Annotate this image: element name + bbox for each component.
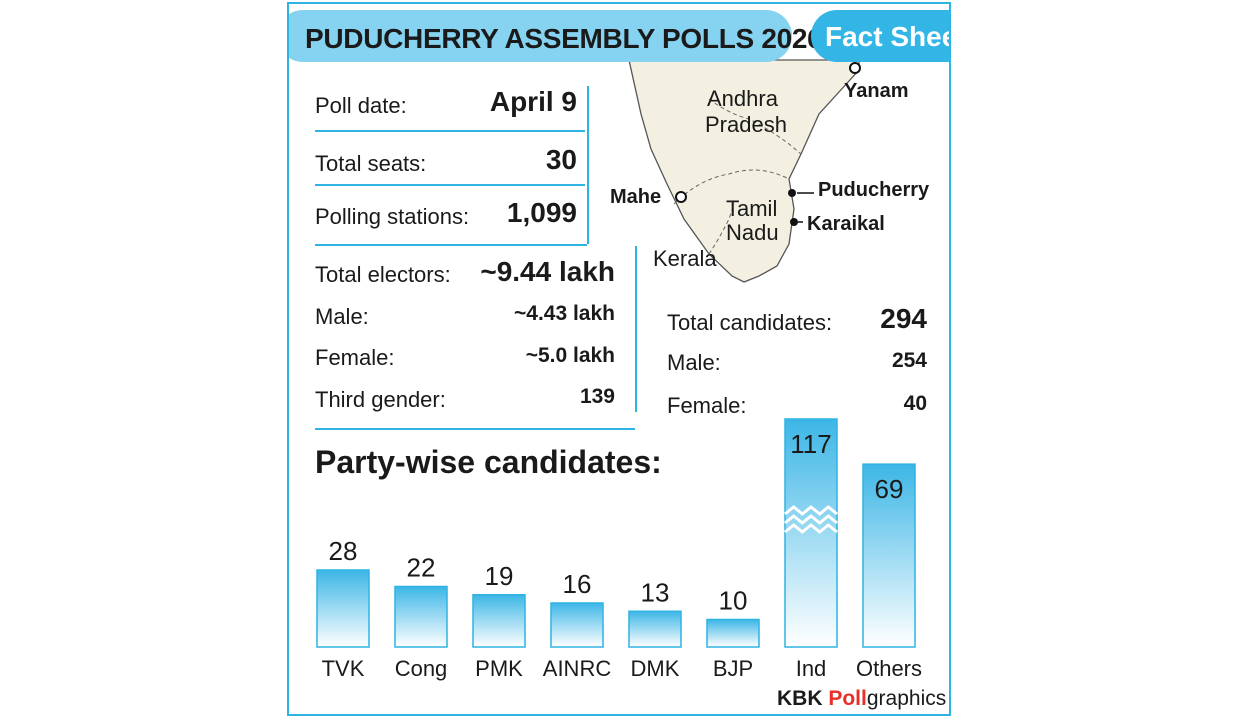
yanam-dot bbox=[849, 62, 861, 74]
credit-prefix: KBK bbox=[777, 687, 829, 710]
puducherry-dot bbox=[788, 189, 796, 197]
bar-value-pmk: 19 bbox=[485, 561, 514, 591]
divider bbox=[315, 428, 635, 430]
map-label-pradesh: Pradesh bbox=[705, 112, 787, 137]
south-india-map bbox=[628, 59, 861, 283]
poll-date-label: Poll date: bbox=[315, 93, 407, 118]
polling-stations-label: Polling stations: bbox=[315, 204, 470, 229]
bar-value-others: 69 bbox=[875, 474, 904, 504]
map-label-tamil: Tamil bbox=[726, 196, 778, 221]
bar-tvk bbox=[316, 569, 370, 648]
total-electors-value: ~9.44 lakh bbox=[480, 256, 615, 287]
bar-value-bjp: 10 bbox=[719, 586, 748, 616]
bar-dmk bbox=[628, 610, 682, 648]
title-banner: PUDUCHERRY ASSEMBLY POLLS 2026 bbox=[289, 10, 823, 62]
male-electors-value: ~4.43 lakh bbox=[514, 302, 615, 325]
divider bbox=[315, 244, 587, 246]
polling-stations-value: 1,099 bbox=[506, 197, 577, 228]
female-candidates-label: Female: bbox=[667, 393, 747, 418]
fact-sheet-frame: Andhra Pradesh Tamil Nadu Kerala Yanam M… bbox=[287, 2, 951, 716]
map-label-andhra: Andhra bbox=[707, 86, 778, 111]
fact-sheet-badge: Fact Sheet bbox=[811, 10, 949, 62]
map-label-kerala: Kerala bbox=[653, 246, 717, 271]
bar-value-cong: 22 bbox=[407, 553, 436, 583]
total-seats-value: 30 bbox=[545, 144, 577, 175]
map-label-nadu: Nadu bbox=[726, 220, 779, 245]
bar-others bbox=[862, 463, 916, 648]
party-bar-chart: 28 TVK 22 Cong 19 PMK 16 AINRC 13 DMK 10 BJP 117 Ind 6… bbox=[316, 418, 922, 681]
bar-label-ainrc: AINRC bbox=[543, 656, 612, 681]
total-candidates-label: Total candidates: bbox=[667, 310, 833, 335]
bar-label-tvk: TVK bbox=[322, 656, 365, 681]
divider bbox=[315, 184, 585, 186]
female-candidates-value: 40 bbox=[903, 392, 927, 415]
bar-label-ind: Ind bbox=[796, 656, 827, 681]
male-candidates-label: Male: bbox=[667, 350, 721, 375]
credit-line: KBK Pollgraphics bbox=[777, 687, 946, 711]
total-electors-label: Total electors: bbox=[315, 262, 451, 287]
bar-label-cong: Cong bbox=[395, 656, 448, 681]
third-gender-label: Third gender: bbox=[315, 387, 446, 412]
total-seats-label: Total seats: bbox=[315, 151, 427, 176]
credit-suffix: graphics bbox=[866, 687, 947, 710]
mahe-dot bbox=[675, 191, 687, 203]
poll-date-value: April 9 bbox=[489, 86, 577, 117]
bar-label-others: Others bbox=[856, 656, 922, 681]
state-border-tn bbox=[673, 169, 790, 205]
state-border-ap bbox=[708, 98, 802, 155]
bar-ainrc bbox=[550, 602, 604, 648]
divider bbox=[315, 130, 585, 132]
page-title: PUDUCHERRY ASSEMBLY POLLS 2026 bbox=[305, 23, 823, 54]
divider-vertical bbox=[635, 246, 637, 412]
bar-label-dmk: DMK bbox=[631, 656, 680, 681]
bar-pmk bbox=[472, 594, 526, 648]
credit-highlight: Poll bbox=[828, 687, 867, 710]
axis-break-zigzag bbox=[784, 505, 838, 534]
bar-value-ind: 117 bbox=[790, 429, 831, 459]
map-label-karaikal: Karaikal bbox=[807, 213, 885, 235]
bar-ind bbox=[784, 418, 838, 648]
female-electors-label: Female: bbox=[315, 345, 395, 370]
third-gender-value: 139 bbox=[579, 385, 615, 408]
state-border-kerala bbox=[708, 203, 735, 255]
divider-vertical bbox=[587, 86, 589, 244]
bar-label-pmk: PMK bbox=[475, 656, 523, 681]
bar-bjp bbox=[706, 618, 760, 648]
total-candidates-value: 294 bbox=[880, 303, 927, 334]
map-label-mahe: Mahe bbox=[610, 186, 662, 208]
bar-value-ainrc: 16 bbox=[563, 569, 592, 599]
bar-label-bjp: BJP bbox=[713, 656, 753, 681]
chart-title: Party-wise candidates: bbox=[315, 444, 662, 480]
bar-cong bbox=[394, 585, 448, 648]
karaikal-dot bbox=[790, 218, 798, 226]
map-label-yanam: Yanam bbox=[844, 80, 909, 102]
bar-value-dmk: 13 bbox=[641, 577, 670, 607]
fact-sheet-label: Fact Sheet bbox=[825, 21, 949, 52]
map-label-puducherry: Puducherry bbox=[818, 179, 930, 201]
female-electors-value: ~5.0 lakh bbox=[525, 344, 615, 367]
male-electors-label: Male: bbox=[315, 304, 369, 329]
bar-value-tvk: 28 bbox=[329, 536, 358, 566]
male-candidates-value: 254 bbox=[891, 349, 927, 372]
